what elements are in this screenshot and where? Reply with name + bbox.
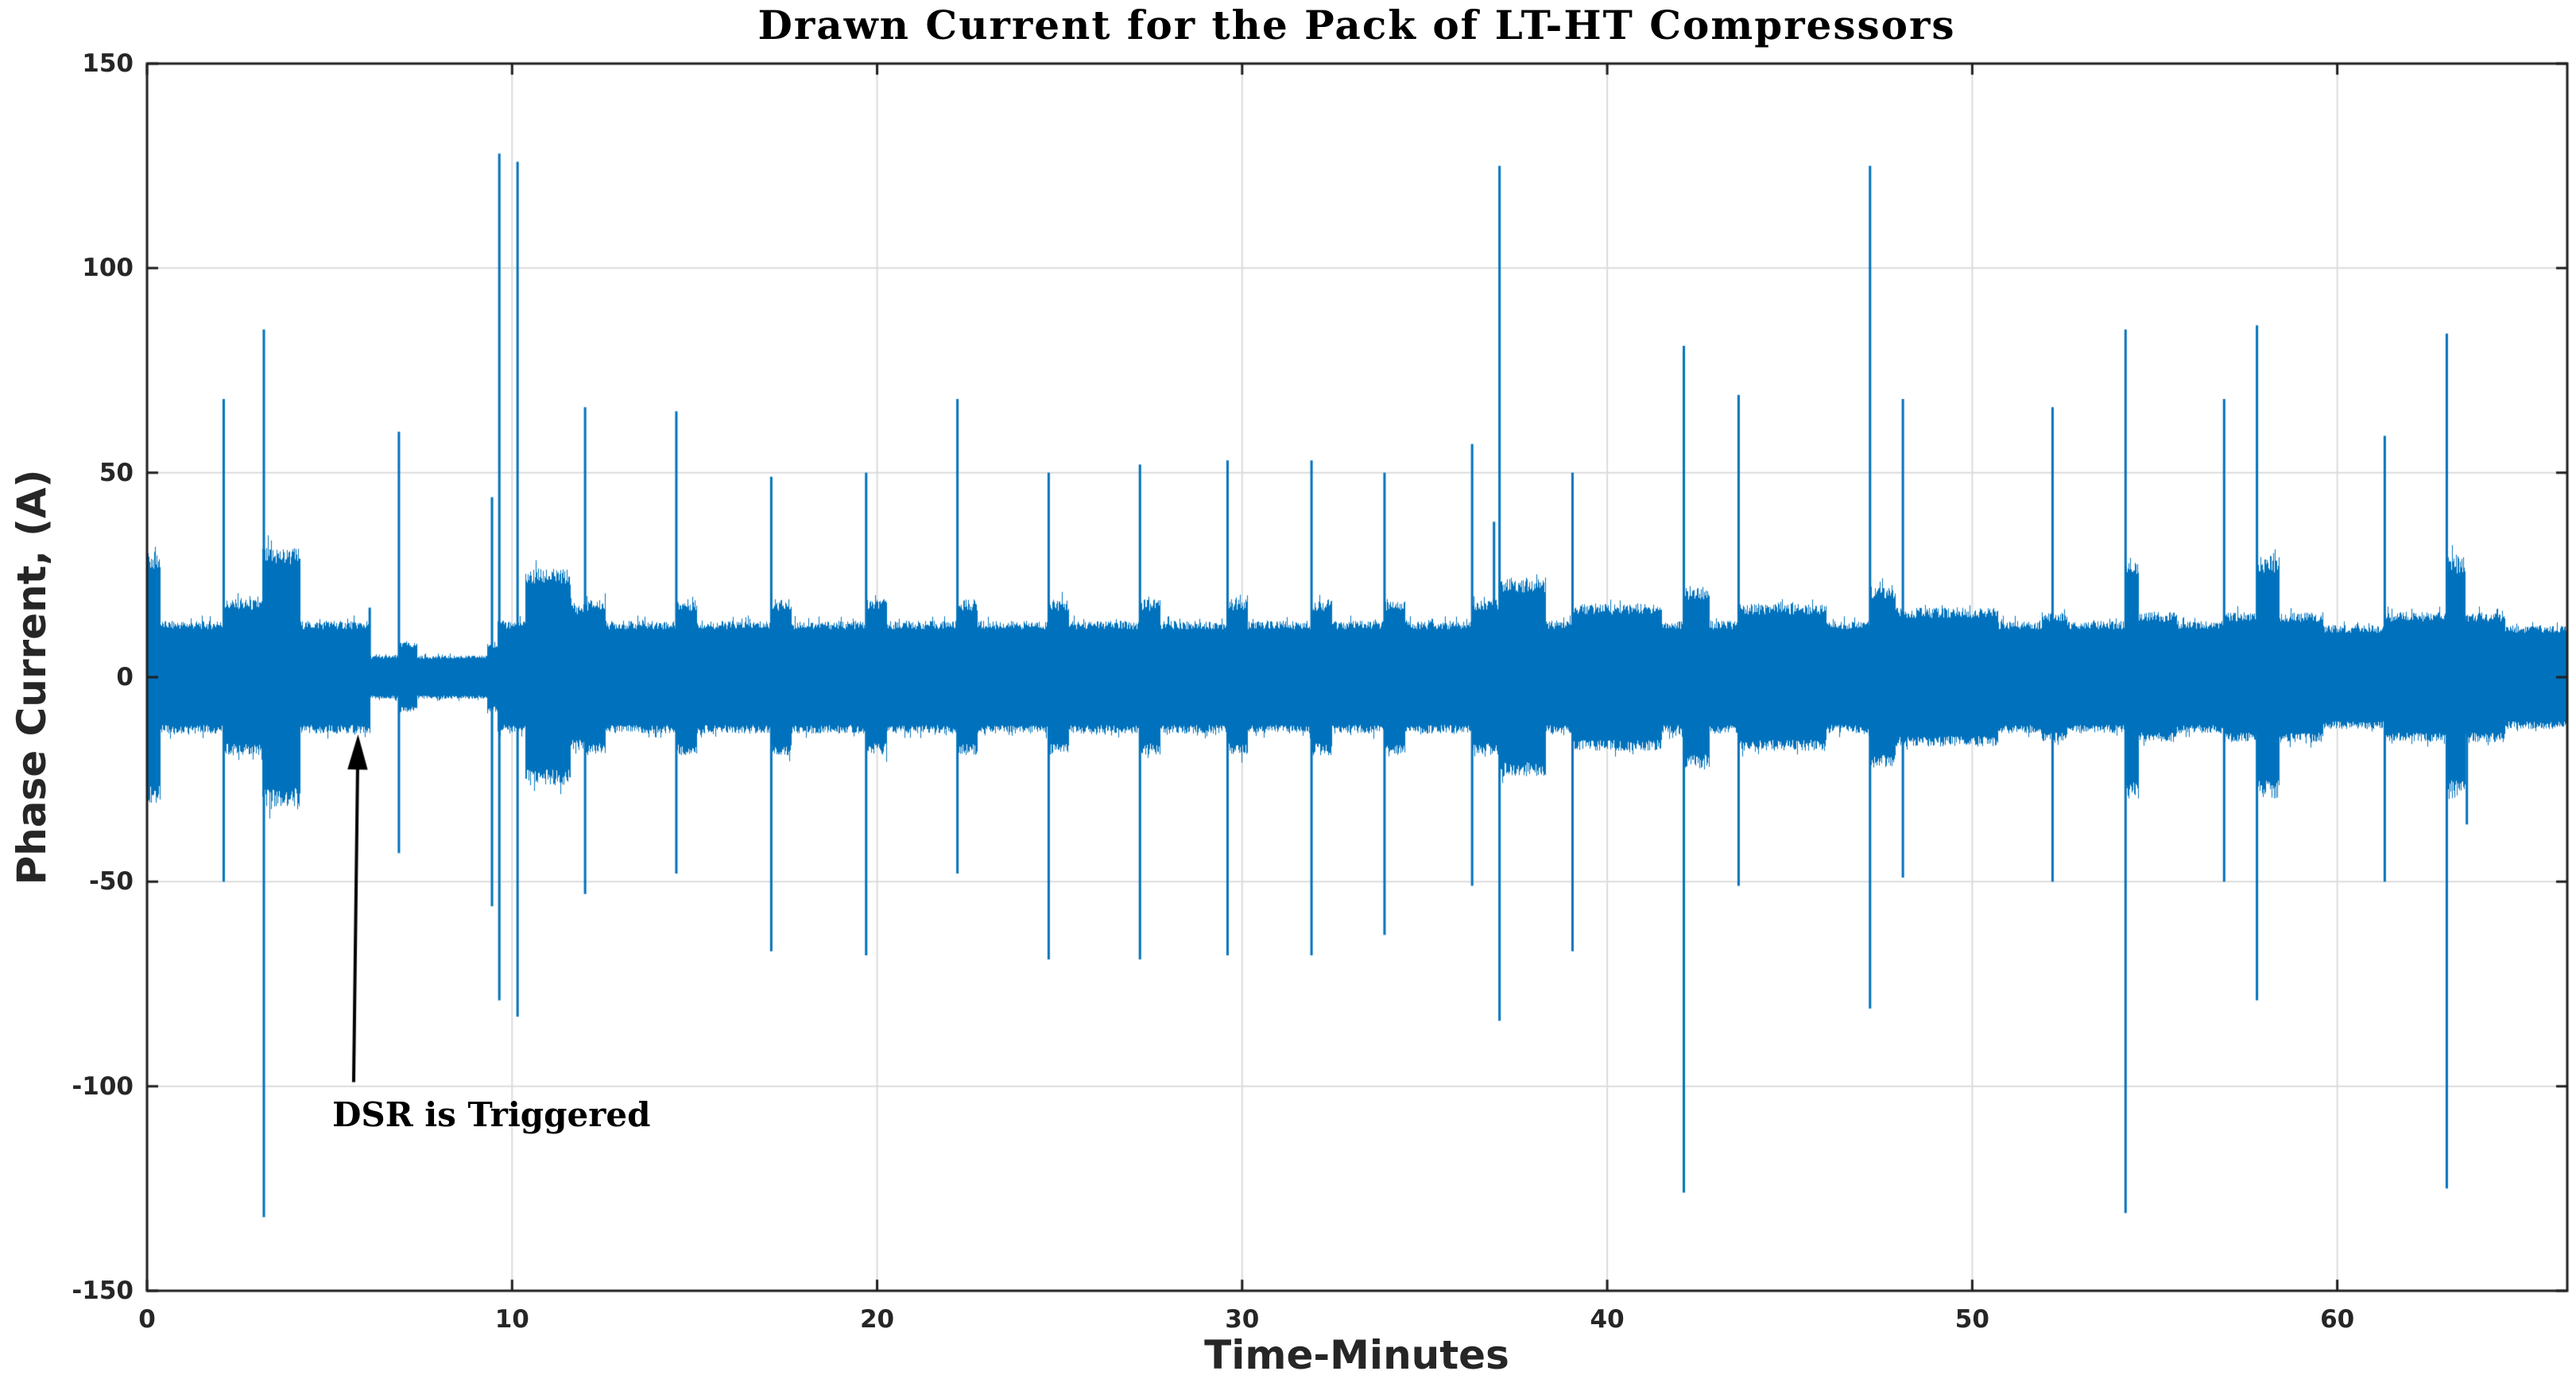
y-tick-label: 50 (99, 458, 134, 487)
y-tick-label: -100 (72, 1071, 134, 1101)
x-tick-label: 60 (2320, 1305, 2355, 1334)
y-tick-label: 0 (116, 663, 134, 691)
x-tick-label: 0 (138, 1305, 156, 1334)
y-tick-label: 150 (82, 49, 134, 78)
y-tick-label: -50 (88, 867, 134, 897)
x-tick-label: 10 (494, 1305, 529, 1334)
chart-title: Drawn Current for the Pack of LT-HT Comp… (757, 2, 1956, 48)
y-axis-label: Phase Current, (A) (9, 469, 55, 885)
x-tick-label: 30 (1225, 1305, 1260, 1334)
y-tick-label: 100 (82, 254, 134, 283)
x-tick-label: 50 (1954, 1305, 1989, 1334)
x-tick-label: 40 (1590, 1305, 1625, 1334)
y-tick-label: -150 (72, 1276, 134, 1305)
x-axis-label: Time-Minutes (1204, 1332, 1509, 1378)
annotation-text: DSR is Triggered (332, 1095, 651, 1134)
x-tick-label: 20 (859, 1305, 895, 1334)
